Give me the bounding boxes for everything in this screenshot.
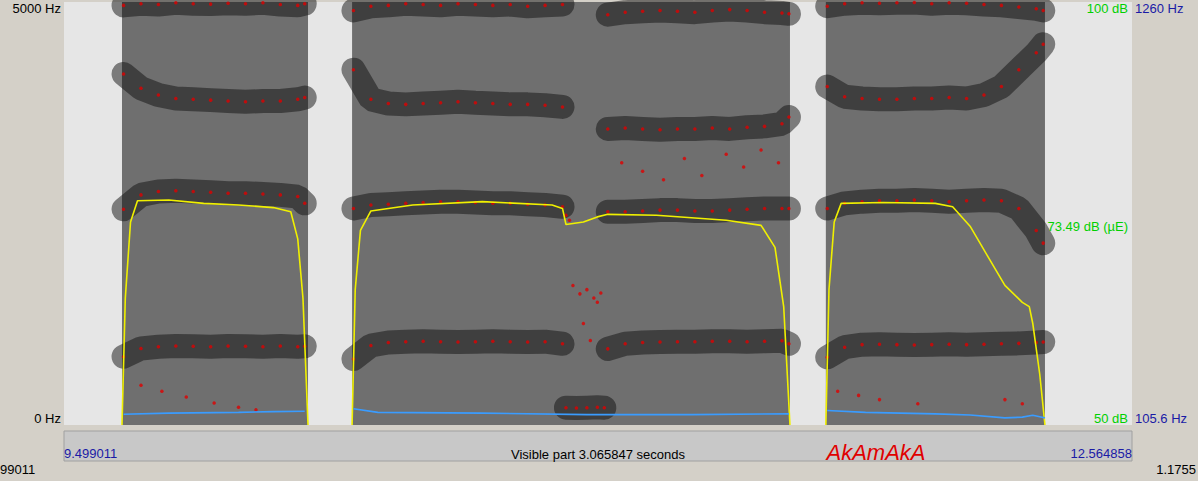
svg-text:1.1755: 1.1755 bbox=[1156, 462, 1196, 477]
svg-text:1260 Hz: 1260 Hz bbox=[1135, 1, 1183, 16]
svg-text:99011: 99011 bbox=[0, 462, 35, 477]
svg-text:9.499011: 9.499011 bbox=[64, 446, 117, 461]
svg-text:50 dB: 50 dB bbox=[1094, 411, 1128, 426]
svg-text:Visible part 3.065847 seconds: Visible part 3.065847 seconds bbox=[511, 447, 685, 462]
svg-text:0 Hz: 0 Hz bbox=[34, 411, 61, 426]
svg-text:12.564858: 12.564858 bbox=[1071, 446, 1132, 461]
svg-text:105.6 Hz: 105.6 Hz bbox=[1135, 411, 1187, 426]
svg-text:73.49 dB (µE): 73.49 dB (µE) bbox=[1048, 219, 1128, 234]
svg-text:100 dB: 100 dB bbox=[1087, 1, 1128, 16]
svg-text:AkAmAkA: AkAmAkA bbox=[824, 440, 925, 465]
svg-text:5000 Hz: 5000 Hz bbox=[13, 1, 61, 16]
